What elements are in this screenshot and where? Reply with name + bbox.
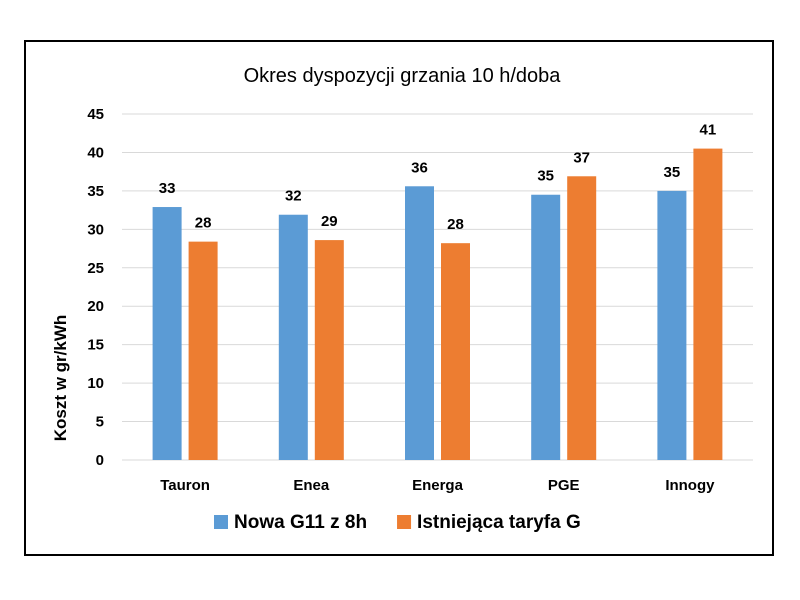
bar: [405, 186, 434, 460]
y-tick-label: 45: [87, 106, 104, 123]
data-label: 28: [447, 216, 464, 233]
bar: [531, 194, 561, 460]
data-label: 36: [411, 159, 428, 176]
y-axis-label: Koszt w gr/kWh: [51, 315, 70, 442]
chart-title: Okres dyspozycji grzania 10 h/doba: [244, 65, 562, 87]
bar: [314, 240, 344, 460]
x-tick-label: Enea: [293, 477, 330, 494]
y-tick-label: 25: [87, 260, 104, 277]
legend-swatch: [214, 515, 228, 529]
data-label: 35: [537, 168, 554, 185]
y-tick-label: 40: [87, 144, 104, 161]
x-tick-label: Energa: [412, 477, 464, 494]
y-tick-label: 15: [87, 337, 104, 354]
data-label: 33: [159, 180, 176, 197]
data-label: 28: [195, 215, 212, 232]
x-tick-label: PGE: [548, 477, 580, 494]
legend: Nowa G11 z 8h Istniejąca taryfa G: [214, 512, 581, 533]
x-axis-categories: Tauron Enea Energa PGE Innogy: [160, 477, 715, 494]
legend-label: Istniejąca taryfa G: [417, 512, 581, 533]
y-tick-label: 10: [87, 375, 104, 392]
chart-frame: Okres dyspozycji grzania 10 h/doba Koszt…: [24, 40, 774, 556]
data-label: 37: [573, 149, 590, 166]
bar: [693, 148, 723, 460]
bar-chart: Okres dyspozycji grzania 10 h/doba Koszt…: [51, 65, 753, 533]
gridlines: [122, 113, 753, 461]
legend-swatch: [397, 515, 412, 529]
data-label: 35: [664, 164, 681, 181]
data-labels: 33 28 32 29 36 28 35 37 35 41: [159, 122, 716, 234]
bar: [188, 241, 218, 460]
x-tick-label: Tauron: [160, 477, 210, 494]
bar: [152, 207, 182, 460]
y-tick-label: 0: [96, 452, 104, 469]
y-axis-ticks: 0 5 10 15 20 25 30 35 40 45: [87, 106, 104, 469]
data-label: 29: [321, 213, 338, 230]
data-label: 41: [700, 122, 717, 139]
bar: [278, 214, 308, 460]
x-tick-label: Innogy: [665, 477, 715, 494]
y-tick-label: 20: [87, 298, 104, 315]
bar: [657, 190, 687, 460]
y-tick-label: 35: [87, 183, 104, 200]
bars: [152, 148, 723, 460]
legend-label: Nowa G11 z 8h: [234, 512, 367, 533]
y-tick-label: 30: [87, 221, 104, 238]
bar: [567, 176, 597, 460]
y-tick-label: 5: [96, 414, 104, 431]
data-label: 32: [285, 188, 302, 205]
bar: [441, 243, 470, 460]
